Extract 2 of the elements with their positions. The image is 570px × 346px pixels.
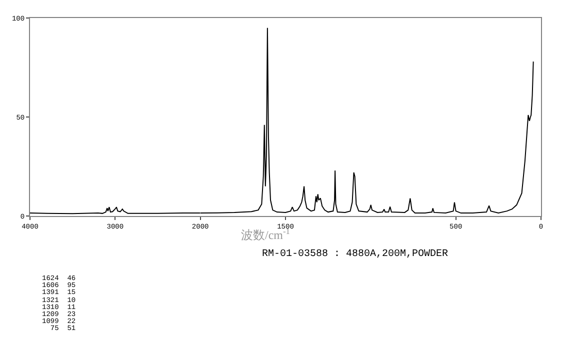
x-axis-title: 波数/cm$^{-1}$: [241, 227, 290, 242]
text: RM-01-03588 : 4880A,200M,POWDER: [262, 249, 448, 260]
